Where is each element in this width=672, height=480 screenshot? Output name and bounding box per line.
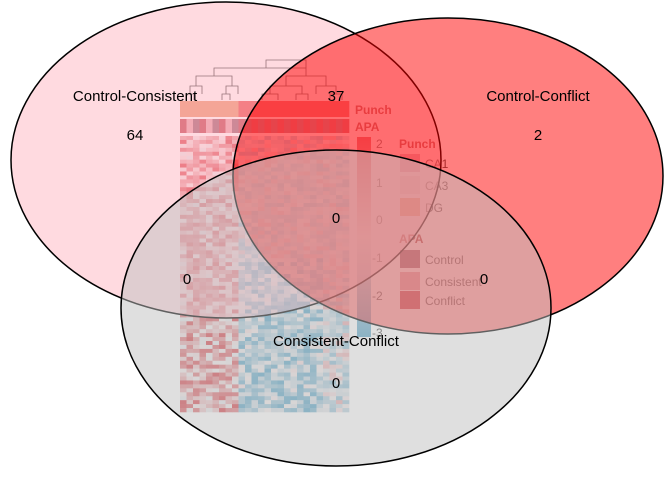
count-cc-and-ccf: 37 <box>328 88 345 105</box>
ellipse-consistent-conflict <box>120 149 552 467</box>
count-control-consistent-only: 64 <box>127 127 144 144</box>
count-all-three: 0 <box>332 210 340 227</box>
set-label-consistent-conflict: Consistent-Conflict <box>273 333 400 350</box>
set-label-control-conflict: Control-Conflict <box>486 88 590 105</box>
count-cc-and-cons: 0 <box>183 271 191 288</box>
count-ccf-and-cons: 0 <box>480 271 488 288</box>
set-label-control-consistent: Control-Consistent <box>73 88 198 105</box>
count-consistent-conflict-only: 0 <box>332 375 340 392</box>
count-control-conflict-only: 2 <box>534 127 542 144</box>
